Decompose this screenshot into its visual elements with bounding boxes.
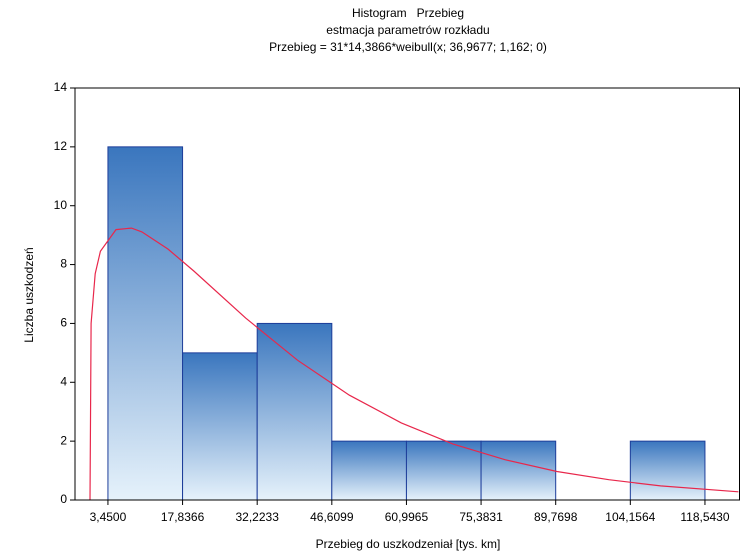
x-tick-label: 32,2233	[235, 510, 279, 524]
y-tick-label: 2	[60, 433, 67, 447]
x-tick-label: 104,1564	[605, 510, 655, 524]
y-tick-label: 6	[60, 316, 67, 330]
histogram-bar	[256, 322, 333, 501]
histogram-bar	[480, 440, 557, 501]
x-tick-label: 60,9965	[385, 510, 429, 524]
y-tick-label: 14	[54, 80, 68, 94]
x-tick-label: 89,7698	[534, 510, 578, 524]
fit-curve	[89, 227, 739, 500]
x-tick-label: 46,6099	[310, 510, 354, 524]
histogram-bar	[331, 440, 407, 501]
y-tick-label: 4	[60, 374, 67, 388]
chart-subtitle: estmacja parametrów rozkładu	[326, 23, 489, 37]
plot-area: 0 2 4 6 8 10 12 14 3,4500 17,8366 32,2233 46,6099 60…	[54, 80, 740, 524]
x-tick-label: 17,8366	[161, 510, 205, 524]
y-tick-label: 8	[60, 257, 67, 271]
histogram-bar	[405, 440, 482, 501]
y-tick-label: 10	[54, 198, 68, 212]
histogram-bar	[629, 440, 706, 501]
x-tick-label: 3,4500	[90, 510, 127, 524]
x-axis-label: Przebieg do uszkodzeniał [tys. km]	[316, 537, 501, 551]
histogram-bar	[182, 352, 258, 501]
chart-title: Histogram Przebieg	[352, 6, 464, 20]
y-tick-label: 0	[60, 492, 67, 506]
y-tick-label: 12	[54, 139, 68, 153]
histogram-bar	[107, 146, 184, 501]
x-tick-label: 118,5430	[680, 510, 729, 524]
y-axis-label: Liczba uszkodzeń	[22, 247, 36, 342]
chart-formula: Przebieg = 31*14,3866*weibull(x; 36,9677…	[269, 40, 547, 54]
x-tick-label: 75,3831	[459, 510, 503, 524]
